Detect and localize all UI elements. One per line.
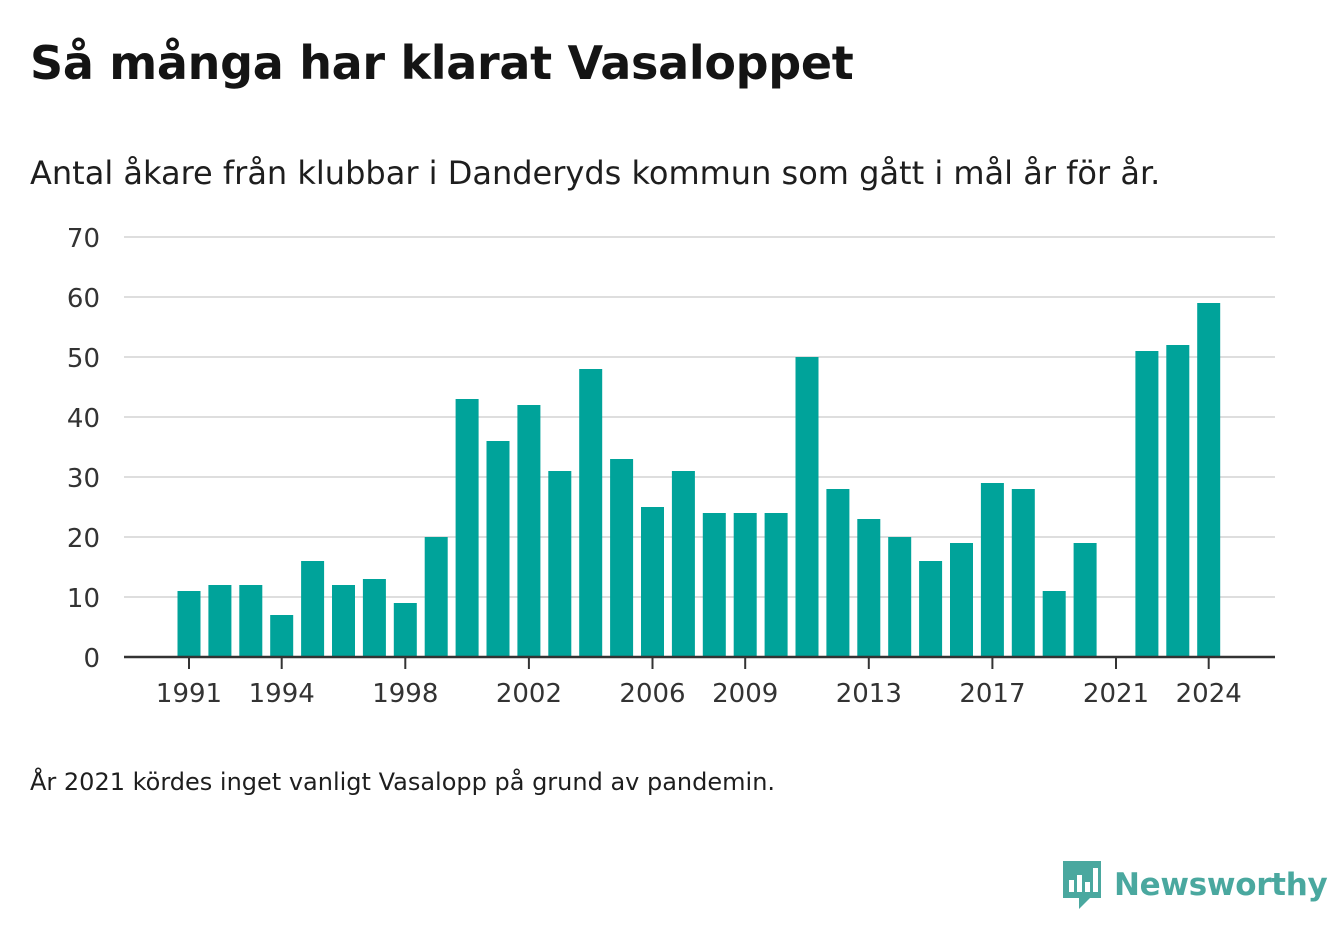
bar-2010	[764, 513, 788, 657]
bar-2019	[1042, 591, 1066, 657]
x-tick-label-2017: 2017	[959, 679, 1025, 709]
x-tick-label-2013: 2013	[836, 679, 902, 709]
footnote: År 2021 kördes inget vanligt Vasalopp på…	[30, 768, 776, 796]
bar-1997	[362, 579, 386, 657]
x-tick-label-2024: 2024	[1176, 679, 1242, 709]
bar-2024	[1197, 303, 1221, 657]
bar-2022	[1135, 351, 1159, 657]
bar-2009	[733, 513, 757, 657]
bar-1998	[393, 603, 417, 657]
bar-1992	[208, 585, 232, 657]
bar-2007	[671, 471, 695, 657]
x-tick-label-1998: 1998	[372, 679, 438, 709]
bar-1995	[301, 561, 325, 657]
x-tick-label-2002: 2002	[496, 679, 562, 709]
y-axis-ticks: 0 10 20 30 40 50 60 70	[67, 224, 100, 674]
bar-2005	[610, 459, 634, 657]
bar-1996	[332, 585, 355, 657]
y-tick-label-40: 40	[67, 404, 100, 434]
newsworthy-logo-icon	[1063, 861, 1101, 909]
bar-2000	[455, 399, 479, 657]
bar-1994	[270, 615, 294, 657]
bars	[177, 303, 1221, 657]
y-tick-label-30: 30	[67, 464, 100, 494]
bar-1991	[177, 591, 201, 657]
bar-2001	[486, 441, 510, 657]
bar-2004	[579, 369, 603, 657]
x-tick-label-2006: 2006	[619, 679, 685, 709]
x-tick-label-1991: 1991	[156, 679, 222, 709]
chart-title: Så många har klarat Vasaloppet	[30, 36, 854, 90]
bar-2008	[702, 513, 726, 657]
y-tick-label-60: 60	[67, 284, 100, 314]
x-tick-label-2009: 2009	[712, 679, 778, 709]
bar-2015	[919, 561, 943, 657]
y-tick-label-50: 50	[67, 344, 100, 374]
brand: Newsworthy	[1060, 858, 1328, 912]
x-tick-label-1994: 1994	[249, 679, 315, 709]
bar-2020	[1073, 543, 1097, 657]
bar-2014	[888, 537, 912, 657]
chart-subtitle: Antal åkare från klubbar i Danderyds kom…	[30, 154, 1161, 192]
bar-2012	[826, 489, 850, 657]
y-tick-label-20: 20	[67, 524, 100, 554]
bar-2011	[795, 357, 819, 657]
bar-2002	[517, 405, 541, 657]
brand-name: Newsworthy	[1114, 867, 1328, 903]
y-tick-label-10: 10	[67, 584, 100, 614]
bar-2013	[857, 519, 881, 657]
bar-1993	[239, 585, 263, 657]
bar-1999	[424, 537, 448, 657]
bar-2017	[980, 483, 1004, 657]
bar-2018	[1011, 489, 1035, 657]
bar-2016	[950, 543, 973, 657]
bar-2003	[548, 471, 572, 657]
x-axis: 1991 1994 1998 2002 2006 2009 2013 2017 2021 2024	[124, 655, 1275, 709]
x-tick-label-2021: 2021	[1083, 679, 1149, 709]
bar-2006	[641, 507, 664, 657]
bar-2023	[1166, 345, 1190, 657]
gridlines	[124, 236, 1275, 598]
y-tick-label-70: 70	[67, 224, 100, 254]
y-tick-label-0: 0	[83, 644, 100, 674]
